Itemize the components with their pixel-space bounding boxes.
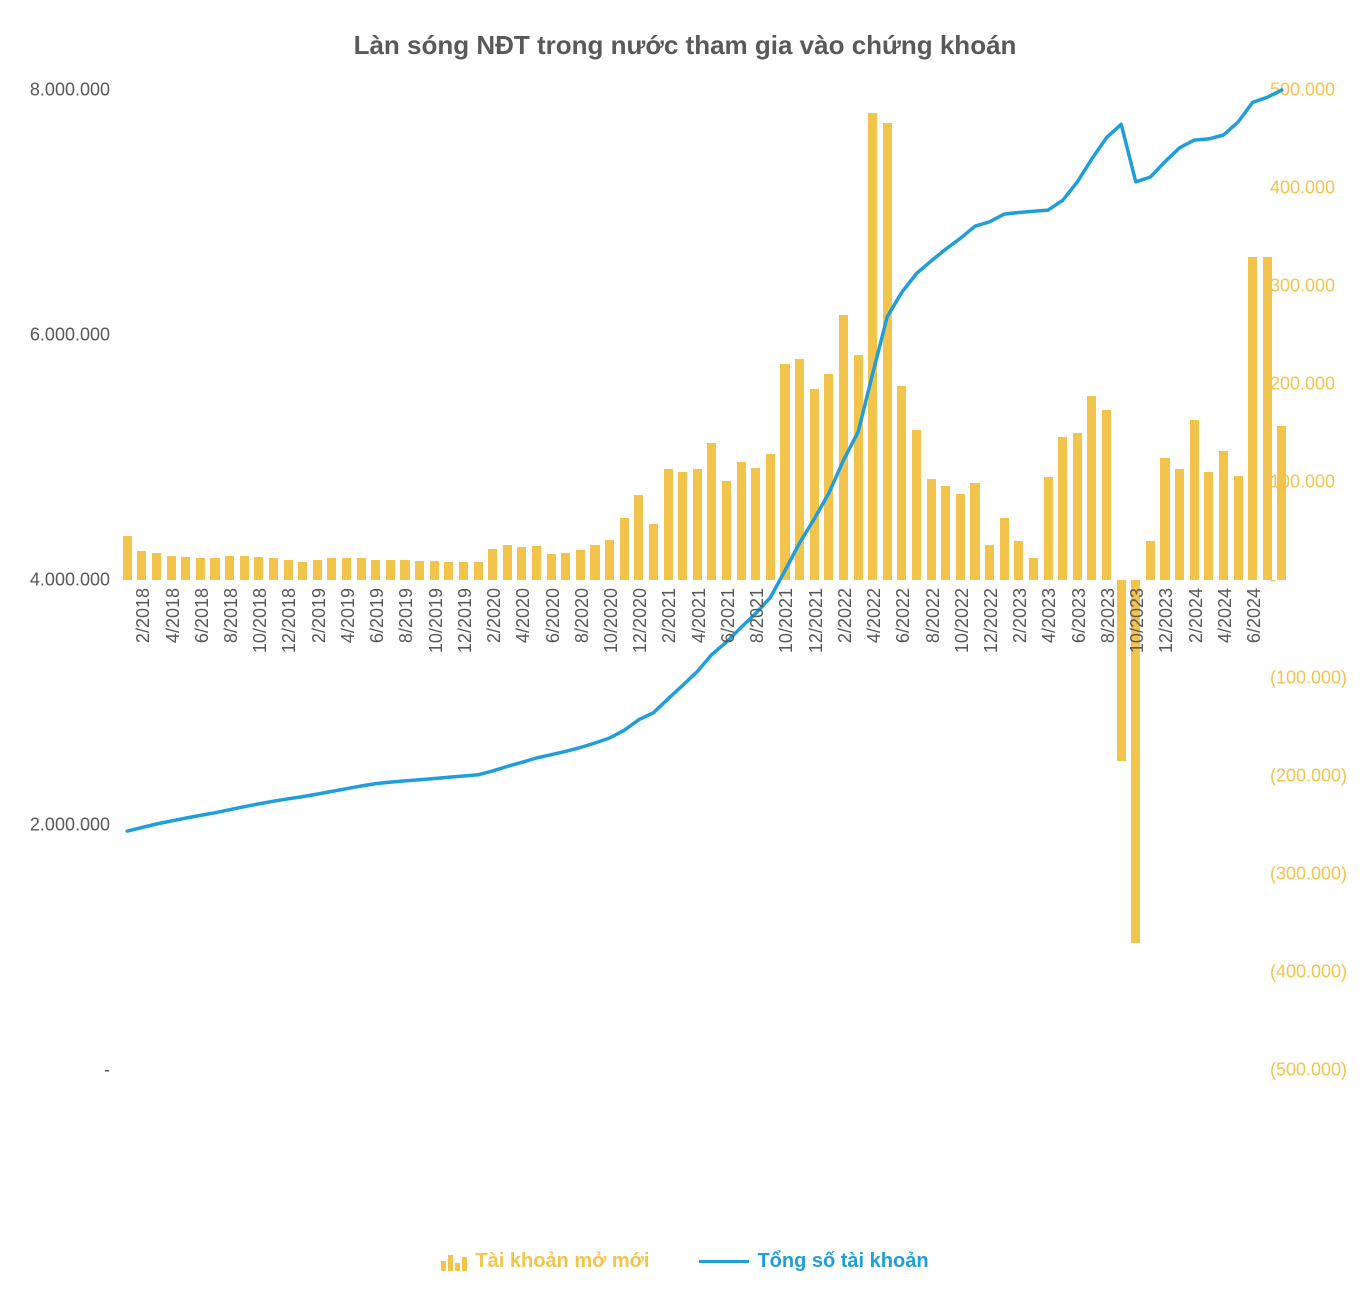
chart-page: Làn sóng NĐT trong nước tham gia vào chứ… xyxy=(0,0,1370,1296)
legend-line-label: Tổng số tài khoản xyxy=(757,1250,928,1273)
x-tick: 2/2023 xyxy=(1010,588,1031,643)
x-tick: 10/2021 xyxy=(776,588,797,653)
x-tick: 2/2022 xyxy=(835,588,856,643)
x-tick: 6/2018 xyxy=(192,588,213,643)
x-tick: 4/2018 xyxy=(163,588,184,643)
y-left-tick: 4.000.000 xyxy=(30,570,120,591)
x-tick: 12/2019 xyxy=(455,588,476,653)
x-tick: 6/2019 xyxy=(367,588,388,643)
x-tick: 4/2024 xyxy=(1215,588,1236,643)
x-tick: 4/2022 xyxy=(864,588,885,643)
x-tick: 6/2023 xyxy=(1069,588,1090,643)
x-tick: 2/2018 xyxy=(133,588,154,643)
x-tick: 4/2019 xyxy=(338,588,359,643)
x-tick: 12/2018 xyxy=(279,588,300,653)
x-tick: 8/2021 xyxy=(747,588,768,643)
x-tick: 6/2020 xyxy=(543,588,564,643)
y-right-tick: (500.000) xyxy=(1260,1060,1347,1081)
x-tick: 8/2023 xyxy=(1098,588,1119,643)
x-tick: 8/2020 xyxy=(572,588,593,643)
x-tick: 12/2021 xyxy=(806,588,827,653)
bar xyxy=(1263,257,1272,580)
x-tick: 6/2022 xyxy=(893,588,914,643)
x-tick: 12/2023 xyxy=(1156,588,1177,653)
x-tick: 10/2019 xyxy=(426,588,447,653)
y-left-tick: - xyxy=(104,1060,120,1081)
x-tick: 6/2021 xyxy=(718,588,739,643)
x-tick: 2/2024 xyxy=(1186,588,1207,643)
x-tick: 2/2019 xyxy=(309,588,330,643)
y-left-tick: 2.000.000 xyxy=(30,815,120,836)
y-left-tick: 6.000.000 xyxy=(30,325,120,346)
x-tick: 8/2018 xyxy=(221,588,242,643)
y-right-tick: (100.000) xyxy=(1260,668,1347,689)
x-tick: 8/2019 xyxy=(396,588,417,643)
y-right-tick: (200.000) xyxy=(1260,766,1347,787)
x-tick: 12/2020 xyxy=(630,588,651,653)
y-right-tick: 500.000 xyxy=(1260,80,1335,101)
chart-title: Làn sóng NĐT trong nước tham gia vào chứ… xyxy=(0,30,1370,61)
bar xyxy=(1277,426,1286,580)
y-right-tick: (400.000) xyxy=(1260,962,1347,983)
x-tick: 10/2018 xyxy=(250,588,271,653)
legend-item-bar: Tài khoản mở mới xyxy=(441,1250,649,1273)
y-left-tick: 8.000.000 xyxy=(30,80,120,101)
y-right-tick: (300.000) xyxy=(1260,864,1347,885)
y-right-tick: 400.000 xyxy=(1260,178,1335,199)
x-tick: 6/2024 xyxy=(1244,588,1265,643)
x-tick: 12/2022 xyxy=(981,588,1002,653)
x-tick: 4/2023 xyxy=(1039,588,1060,643)
x-tick: 10/2022 xyxy=(952,588,973,653)
x-tick: 8/2022 xyxy=(923,588,944,643)
x-tick: 10/2023 xyxy=(1127,588,1148,653)
x-tick: 4/2021 xyxy=(689,588,710,643)
bar-swatch-icon xyxy=(441,1253,467,1271)
line-swatch-icon xyxy=(699,1260,749,1263)
x-axis: 2/2018 4/2018 6/2018 8/2018 10/2018 12/2018 2/… xyxy=(120,580,1260,1070)
x-tick: 4/2020 xyxy=(513,588,534,643)
x-tick: 10/2020 xyxy=(601,588,622,653)
legend: Tài khoản mở mới Tổng số tài khoản xyxy=(0,1250,1370,1273)
x-tick: 2/2020 xyxy=(484,588,505,643)
plot-area: -2.000.0004.000.0006.000.0008.000.000 (5… xyxy=(120,90,1260,1070)
legend-bar-label: Tài khoản mở mới xyxy=(475,1250,649,1273)
x-tick: 2/2021 xyxy=(659,588,680,643)
legend-item-line: Tổng số tài khoản xyxy=(699,1250,928,1273)
